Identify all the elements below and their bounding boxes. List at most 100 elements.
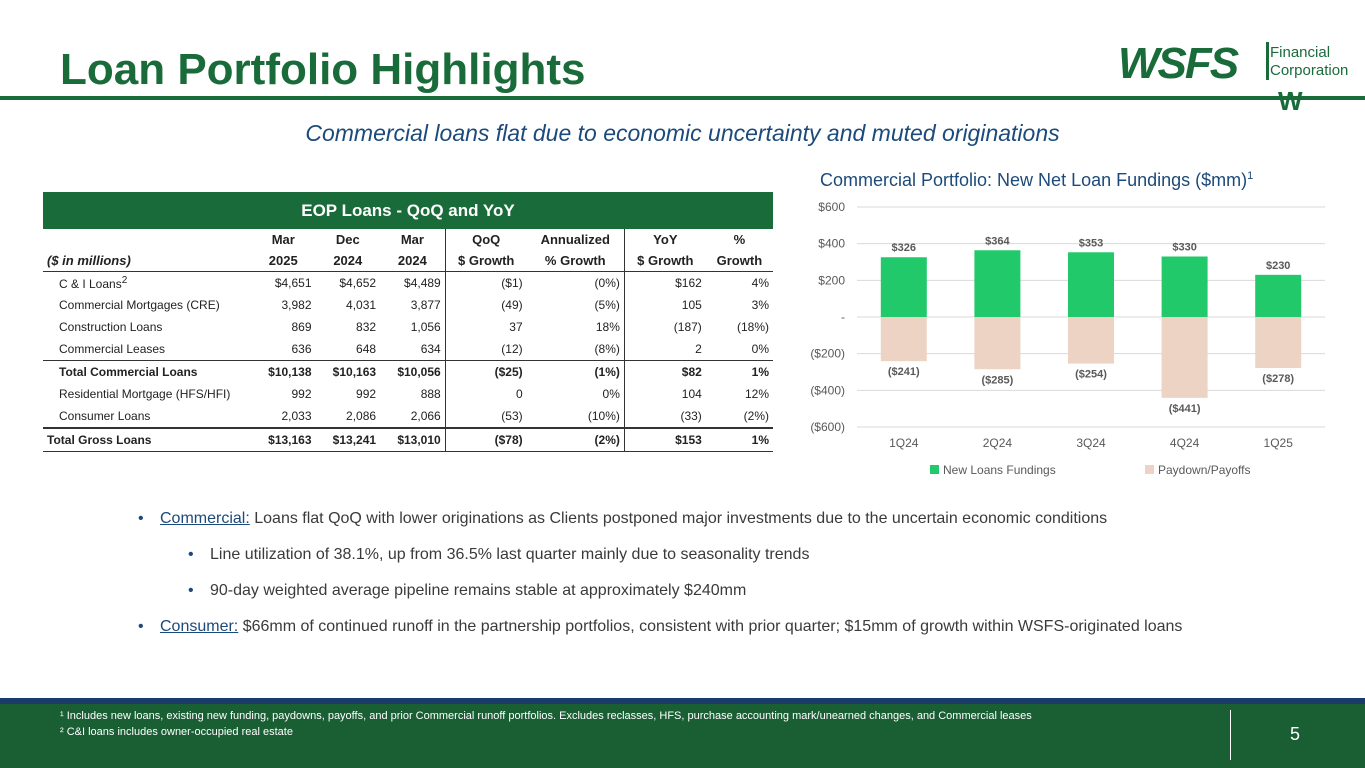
y-tick-label: - xyxy=(841,310,845,324)
row-label: Total Commercial Loans xyxy=(43,360,251,383)
bullet-text: Line utilization of 38.1%, up from 36.5%… xyxy=(210,546,810,563)
loans-table: EOP Loans - QoQ and YoY Mar Dec Mar QoQ … xyxy=(43,192,773,452)
bullet-consumer: • Consumer: $66mm of continued runoff in … xyxy=(138,616,1258,638)
row-label: Commercial Mortgages (CRE) xyxy=(59,298,220,312)
header-row-bottom: ($ in millions) 2025 2024 2024 $ Growth … xyxy=(43,249,773,272)
table-cell: 832 xyxy=(356,320,377,334)
table-cell: $13,010 xyxy=(380,427,446,452)
bar-paydowns xyxy=(880,317,927,362)
table-cell: 1% xyxy=(705,427,773,452)
bar-new-fundings xyxy=(880,257,927,317)
data-label: $330 xyxy=(1172,242,1196,254)
footer-rule xyxy=(0,698,1365,704)
table-cell: 37 xyxy=(444,316,527,338)
table-row: Total Gross Loans $13,163 $13,241 $13,010 ($… xyxy=(43,427,773,452)
table-cell: $4,489 xyxy=(404,276,441,290)
table-cell: $153 xyxy=(623,427,706,452)
y-tick-label: ($200) xyxy=(810,347,845,361)
table-cell: $82 xyxy=(623,360,706,383)
header-row-top: Mar Dec Mar QoQ Annualized YoY % xyxy=(43,229,773,249)
footnote-2: ² C&I loans includes owner-occupied real… xyxy=(60,726,293,738)
table-cell: 3% xyxy=(751,298,769,312)
bar-paydowns xyxy=(1255,317,1302,368)
table-cell: (10%) xyxy=(587,409,620,423)
col-header: $ Growth xyxy=(623,249,706,272)
table-cell: $4,652 xyxy=(339,276,377,290)
bullet-pipeline: • 90-day weighted average pipeline remain… xyxy=(138,580,1258,602)
page-subtitle: Commercial loans flat due to economic un… xyxy=(305,120,1060,146)
table-cell: 992 xyxy=(291,387,312,401)
logo-line2: Corporation xyxy=(1270,62,1349,79)
y-tick-label: $400 xyxy=(818,237,845,251)
table-cell: $13,241 xyxy=(315,427,381,452)
table-cell: $4,651 xyxy=(274,276,312,290)
logo-line1: Financial xyxy=(1270,44,1331,61)
table-cell: (33) xyxy=(623,405,706,428)
col-header: Growth xyxy=(705,249,773,272)
col-header: 2024 xyxy=(380,249,446,272)
table-row: Total Commercial Loans $10,138 $10,163 $10,… xyxy=(43,360,773,383)
table-cell: 3,877 xyxy=(410,298,441,312)
table-cell: 18% xyxy=(595,320,620,334)
bullet-lead: Consumer: xyxy=(160,618,239,635)
col-header: Annualized xyxy=(540,231,610,247)
y-tick-label: $600 xyxy=(818,200,845,214)
table-cell: 888 xyxy=(420,387,441,401)
table-cell: 4% xyxy=(751,276,769,290)
bullet-text: $66mm of continued runoff in the partner… xyxy=(238,618,1183,635)
bar-paydowns xyxy=(1068,317,1114,364)
table-row: Commercial Mortgages (CRE) 3,982 4,031 3,87… xyxy=(43,294,773,316)
row-label: Consumer Loans xyxy=(59,409,151,423)
table-row: Commercial Leases 636 648 634 (12) (8%) 2 0% xyxy=(43,338,773,361)
data-label: $230 xyxy=(1266,260,1290,272)
bullet-list: • Commercial: Loans flat QoQ with lower o… xyxy=(138,508,1258,652)
table-cell: 2,086 xyxy=(346,409,377,423)
col-header: Mar xyxy=(400,231,424,247)
footer: ¹ Includes new loans, existing new fundi… xyxy=(0,704,1365,768)
footnote-1: ¹ Includes new loans, existing new fundi… xyxy=(60,710,1032,722)
table-cell: 12% xyxy=(744,387,769,401)
title-rule xyxy=(0,96,1365,100)
data-label: $326 xyxy=(892,242,916,254)
table-cell: 648 xyxy=(356,342,377,356)
chart-title-text: Commercial Portfolio: New Net Loan Fundi… xyxy=(820,170,1248,190)
chart-title-footnote: 1 xyxy=(1247,170,1254,182)
bar-new-fundings xyxy=(1161,256,1208,317)
table-cell: (0%) xyxy=(594,276,620,290)
y-tick-label: $200 xyxy=(818,273,845,287)
x-tick-label: 1Q25 xyxy=(1264,436,1294,450)
col-header: 2025 xyxy=(251,249,316,272)
bullet-dot: • xyxy=(188,546,194,563)
y-tick-label: ($400) xyxy=(810,383,845,397)
data-label: ($285) xyxy=(982,374,1014,386)
table-cell: 3,982 xyxy=(281,298,312,312)
bar-paydowns xyxy=(974,317,1021,370)
chart-title: Commercial Portfolio: New Net Loan Fundi… xyxy=(820,170,1253,191)
table-cell: 2,066 xyxy=(410,409,441,423)
footer-divider xyxy=(1230,710,1231,760)
table-cell: $162 xyxy=(623,271,706,294)
x-tick-label: 2Q24 xyxy=(983,436,1013,450)
bullet-dot: • xyxy=(188,582,194,599)
col-header: Mar xyxy=(271,231,295,247)
bullet-utilization: • Line utilization of 38.1%, up from 36.5… xyxy=(138,544,1258,566)
table-cell: 636 xyxy=(291,342,312,356)
table-cell: (5%) xyxy=(594,298,620,312)
table-cell: (187) xyxy=(623,316,706,338)
table-cell: $13,163 xyxy=(251,427,316,452)
table-row: Residential Mortgage (HFS/HFI) 992 992 888 0… xyxy=(43,383,773,405)
wsfs-logo: WSFS Financial Corporation W xyxy=(1118,40,1350,116)
table-cell: (53) xyxy=(444,405,527,428)
table-cell: 105 xyxy=(623,294,706,316)
table-cell: 4,031 xyxy=(346,298,377,312)
page-number: 5 xyxy=(1290,724,1301,744)
data-label: ($241) xyxy=(888,366,920,378)
x-tick-label: 1Q24 xyxy=(889,436,919,450)
data-label: ($254) xyxy=(1075,369,1107,381)
bullet-lead: Commercial: xyxy=(160,510,250,527)
table-cell: 1% xyxy=(705,360,773,383)
table-cell: 992 xyxy=(356,387,377,401)
legend-swatch xyxy=(930,465,939,474)
col-header: QoQ xyxy=(444,229,527,249)
bullet-text: 90-day weighted average pipeline remains… xyxy=(210,582,747,599)
